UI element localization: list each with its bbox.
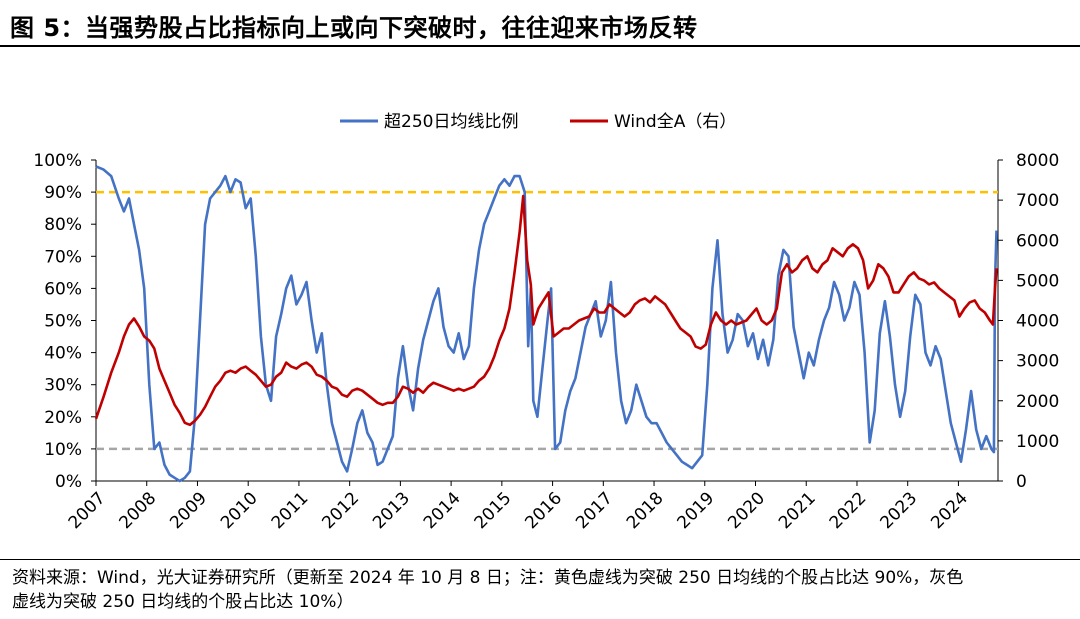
right-tick-label: 4000 — [1016, 312, 1059, 332]
right-tick-label: 8000 — [1016, 151, 1059, 171]
axes: 0% 10% 20% 30% 40% 50% 60% 70% 80% 90% 100% 0 1000 20… — [33, 151, 1059, 492]
left-tick-label: 80% — [44, 215, 82, 235]
x-axis-labels: 2007 2008 2009 2010 2011 2012 2013 2014 2015 2016… — [65, 488, 972, 533]
x-tick-label: 2011 — [268, 488, 313, 533]
plot-lines — [94, 165, 998, 483]
left-tick-label: 10% — [44, 440, 82, 460]
left-tick-label: 70% — [44, 247, 82, 267]
x-tick-label: 2020 — [724, 488, 769, 533]
left-tick-label: 60% — [44, 279, 82, 299]
x-tick-label: 2007 — [65, 488, 110, 533]
reference-lines — [96, 190, 998, 451]
legend-label-index: Wind全A（右） — [614, 112, 736, 132]
x-tick-label: 2012 — [318, 488, 363, 533]
source-line-2: 虚线为突破 250 日均线的个股占比达 10%） — [12, 592, 354, 612]
right-tick-label: 3000 — [1016, 352, 1059, 372]
x-tick-label: 2024 — [927, 488, 972, 533]
x-tick-label: 2022 — [826, 488, 871, 533]
left-tick-label: 0% — [55, 472, 82, 492]
x-tick-label: 2021 — [775, 488, 820, 533]
legend-label-breadth: 超250日均线比例 — [384, 112, 518, 132]
x-tick-label: 2008 — [116, 488, 161, 533]
source-rule — [0, 559, 1080, 560]
left-tick-label: 20% — [44, 408, 82, 428]
x-tick-label: 2016 — [521, 488, 566, 533]
title-rule — [0, 45, 1080, 47]
series-line-breadth — [95, 165, 998, 483]
x-tick-label: 2017 — [572, 488, 617, 533]
legend: 超250日均线比例 Wind全A（右） — [340, 112, 736, 132]
left-tick-label: 100% — [33, 151, 82, 171]
figure-title: 图 5：当强势股占比指标向上或向下突破时，往往迎来市场反转 — [10, 14, 698, 42]
x-tick-label: 2013 — [369, 488, 414, 533]
right-tick-label: 6000 — [1016, 231, 1059, 251]
x-tick-label: 2023 — [876, 488, 921, 533]
chart-area: 超250日均线比例 Wind全A（右） 0% 10% 20% 30% 40% 50% 60% 7… — [33, 112, 1059, 533]
right-tick-label: 5000 — [1016, 271, 1059, 291]
left-tick-label: 40% — [44, 344, 82, 364]
x-tick-label: 2009 — [166, 488, 211, 533]
source-note: 资料来源：Wind，光大证券研究所（更新至 2024 年 10 月 8 日；注：… — [12, 566, 1072, 614]
x-tick-label: 2014 — [420, 488, 465, 533]
right-tick-label: 7000 — [1016, 191, 1059, 211]
left-tick-label: 90% — [44, 183, 82, 203]
right-tick-label: 0 — [1016, 472, 1027, 492]
right-tick-label: 1000 — [1016, 432, 1059, 452]
right-tick-label: 2000 — [1016, 392, 1059, 412]
x-tick-label: 2015 — [471, 488, 516, 533]
source-line-1: 资料来源：Wind，光大证券研究所（更新至 2024 年 10 月 8 日；注：… — [12, 568, 964, 588]
x-tick-label: 2019 — [674, 488, 719, 533]
x-tick-label: 2018 — [623, 488, 668, 533]
series-line-index — [94, 194, 998, 427]
x-tick-label: 2010 — [217, 488, 262, 533]
left-tick-label: 30% — [44, 376, 82, 396]
left-tick-label: 50% — [44, 312, 82, 332]
